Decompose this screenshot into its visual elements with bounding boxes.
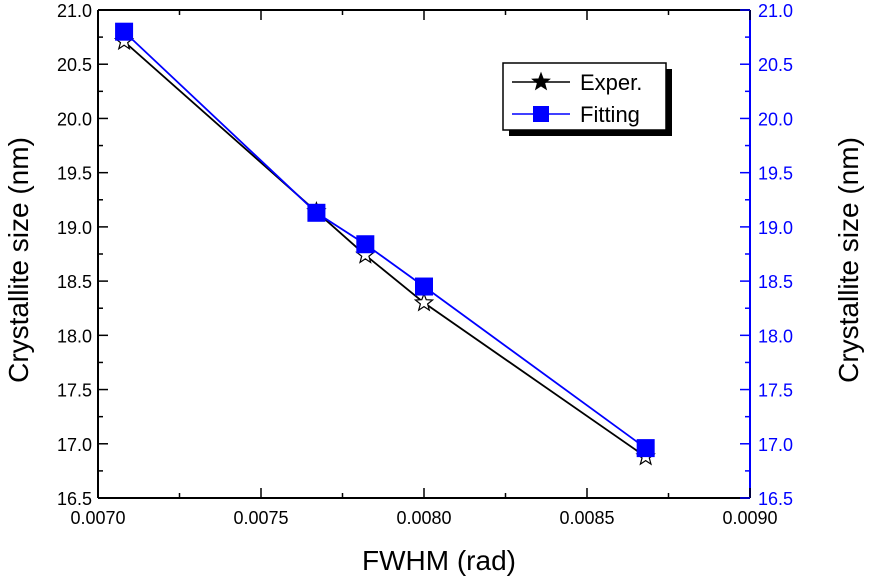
left-y-tick-label: 19.5 xyxy=(57,164,92,184)
left-y-axis-label: Crystallite size (nm) xyxy=(3,137,34,383)
legend-fitting-square-icon xyxy=(533,106,549,122)
right-y-tick-label: 17.0 xyxy=(758,435,793,455)
left-y-tick-label: 20.5 xyxy=(57,55,92,75)
right-y-tick-label: 17.5 xyxy=(758,381,793,401)
legend-exper-star-icon xyxy=(531,71,551,91)
x-axis-ticks: 0.0070 0.0075 0.0080 0.0085 0.0090 xyxy=(70,10,778,528)
right-y-axis-label: Crystallite size (nm) xyxy=(833,137,864,383)
legend-box xyxy=(502,62,667,131)
legend-fitting-label: Fitting xyxy=(580,102,640,127)
x-tick-label: 0.0085 xyxy=(559,508,614,528)
left-y-tick-label: 16.5 xyxy=(57,489,92,509)
legend-entry-fitting: Fitting xyxy=(512,102,640,127)
x-tick-label: 0.0090 xyxy=(722,508,777,528)
right-y-axis-ticks: 16.5 17.0 17.5 18.0 18.5 19.0 19.5 20.0 20.5 21.0 xyxy=(740,1,793,509)
right-y-tick-label: 20.0 xyxy=(758,109,793,129)
series-layer xyxy=(113,22,656,466)
x-tick-label: 0.0070 xyxy=(70,508,125,528)
left-y-tick-label: 18.0 xyxy=(57,326,92,346)
left-y-axis-ticks: 16.5 17.0 17.5 18.0 18.5 19.0 19.5 20.0 20.5 21.0 xyxy=(57,1,108,509)
left-y-tick-label: 18.5 xyxy=(57,272,92,292)
legend: Exper. Fitting xyxy=(502,62,672,136)
left-y-tick-label: 20.0 xyxy=(57,109,92,129)
right-y-tick-label: 19.0 xyxy=(758,218,793,238)
right-y-tick-label: 18.0 xyxy=(758,326,793,346)
series-fitting xyxy=(115,22,655,458)
right-y-tick-label: 21.0 xyxy=(758,1,793,21)
left-y-tick-label: 17.5 xyxy=(57,381,92,401)
data-point-square xyxy=(307,203,326,222)
right-y-tick-label: 16.5 xyxy=(758,489,793,509)
x-tick-label: 0.0080 xyxy=(396,508,451,528)
data-point-square xyxy=(415,277,433,296)
x-axis-label: FWHM (rad) xyxy=(362,545,516,576)
left-y-tick-label: 17.0 xyxy=(57,435,92,455)
left-y-tick-label: 21.0 xyxy=(57,1,92,21)
data-point-square xyxy=(636,439,655,458)
data-point-star xyxy=(413,292,435,312)
legend-exper-label: Exper. xyxy=(580,70,642,95)
x-tick-label: 0.0075 xyxy=(233,508,288,528)
data-point-square xyxy=(115,22,134,41)
right-y-tick-label: 20.5 xyxy=(758,55,793,75)
right-y-tick-label: 19.5 xyxy=(758,164,793,184)
left-y-tick-label: 19.0 xyxy=(57,218,92,238)
legend-entry-exper: Exper. xyxy=(512,70,642,95)
data-point-square xyxy=(356,235,375,254)
right-y-tick-label: 18.5 xyxy=(758,272,793,292)
